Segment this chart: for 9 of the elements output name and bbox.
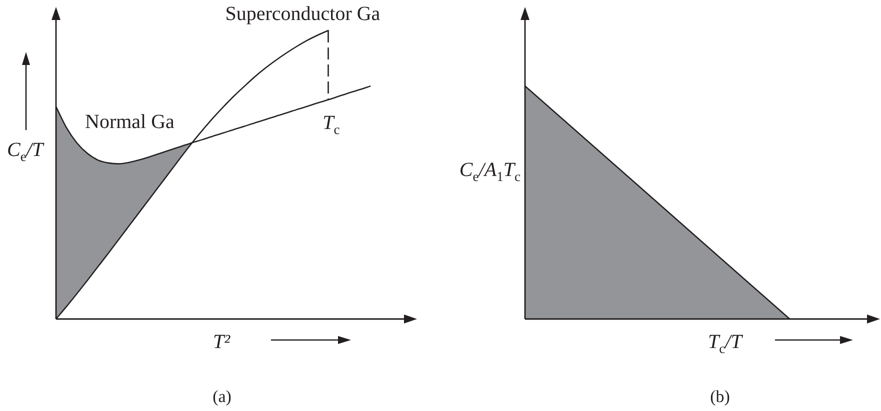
text: (a) (212, 387, 232, 406)
series-label: Normal Ga (85, 110, 174, 133)
y-axis-title: C$_{e}$/T (7, 139, 44, 164)
y-axis-title: C$_{e}$/A$_{1}$T$_{c}$ (459, 159, 521, 184)
x-axis-title: T$_{c}$/T (708, 331, 742, 356)
x-axis-title: T² (213, 331, 230, 353)
text: (b) (710, 387, 730, 406)
text: T$_{c}$ (322, 112, 340, 136)
series-label: Superconductor Ga (225, 2, 380, 24)
